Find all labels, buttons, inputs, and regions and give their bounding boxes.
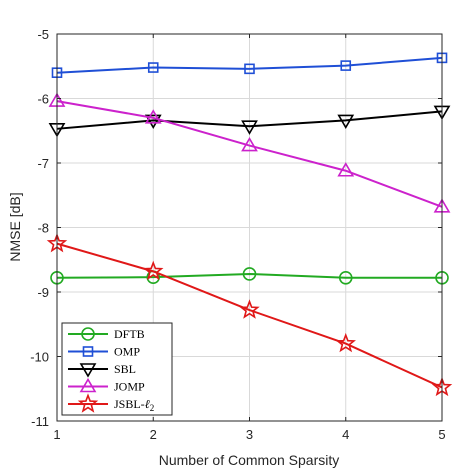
x-axis-label: Number of Common Sparsity	[159, 452, 340, 468]
series-jsbl	[46, 232, 453, 397]
x-tick-label: 4	[342, 427, 349, 442]
data-point-marker	[241, 136, 258, 152]
data-point-marker	[340, 60, 352, 71]
y-tick-label: -5	[37, 27, 49, 42]
legend-label: OMP	[114, 345, 140, 359]
data-point-marker	[144, 114, 162, 130]
legend-item: OMP	[68, 345, 140, 359]
data-point-marker	[147, 62, 159, 73]
y-tick-label: -9	[37, 285, 49, 300]
axis-ticks: 1 2 3 4 5 -11 -10 -9 -8 -7 -6 -5	[30, 27, 445, 442]
data-point-marker	[335, 332, 356, 353]
y-axis-label: NMSE [dB]	[7, 192, 23, 261]
y-tick-label: -10	[30, 350, 49, 365]
data-point-marker	[144, 109, 162, 124]
data-point-marker	[242, 267, 257, 281]
legend-item: JSBL-ℓ2	[68, 393, 154, 413]
legend-item: DFTB	[68, 327, 145, 341]
x-tick-label: 2	[150, 427, 157, 442]
legend-item: JOMP	[68, 377, 145, 394]
data-point-marker	[244, 63, 255, 75]
legend-item: SBL	[68, 362, 136, 378]
series-line	[56, 56, 443, 74]
legend-marker	[81, 327, 95, 341]
series-line	[56, 272, 442, 279]
data-point-marker	[337, 114, 355, 130]
legend-label: DFTB	[114, 327, 145, 341]
legend-marker	[77, 393, 99, 413]
series-line	[56, 100, 443, 208]
x-tick-label: 5	[438, 427, 445, 442]
y-tick-label: -11	[31, 414, 49, 429]
data-point-marker	[338, 271, 353, 285]
legend-label: SBL	[114, 362, 136, 376]
legend-label: JOMP	[114, 380, 145, 394]
grid-lines	[56, 33, 443, 422]
legend: DFTB OMP SBL JOMP JSBL-ℓ2	[61, 322, 173, 416]
data-point-marker	[337, 162, 355, 177]
y-tick-label: -6	[37, 92, 49, 107]
y-tick-label: -7	[37, 156, 49, 171]
series-layer	[46, 52, 453, 397]
data-point-marker	[241, 120, 258, 135]
data-point-marker	[143, 260, 164, 281]
legend-marker	[79, 363, 97, 378]
series-jomp	[48, 92, 451, 213]
series-line	[56, 110, 443, 130]
x-tick-label: 1	[53, 427, 60, 442]
series-line	[56, 242, 443, 389]
x-tick-label: 3	[246, 427, 253, 442]
legend-marker	[82, 346, 94, 357]
series-sbl	[48, 105, 451, 138]
data-point-marker	[239, 299, 260, 319]
legend-label: JSBL-ℓ2	[114, 397, 154, 413]
y-tick-label: -8	[37, 221, 49, 236]
legend-marker	[79, 377, 97, 393]
